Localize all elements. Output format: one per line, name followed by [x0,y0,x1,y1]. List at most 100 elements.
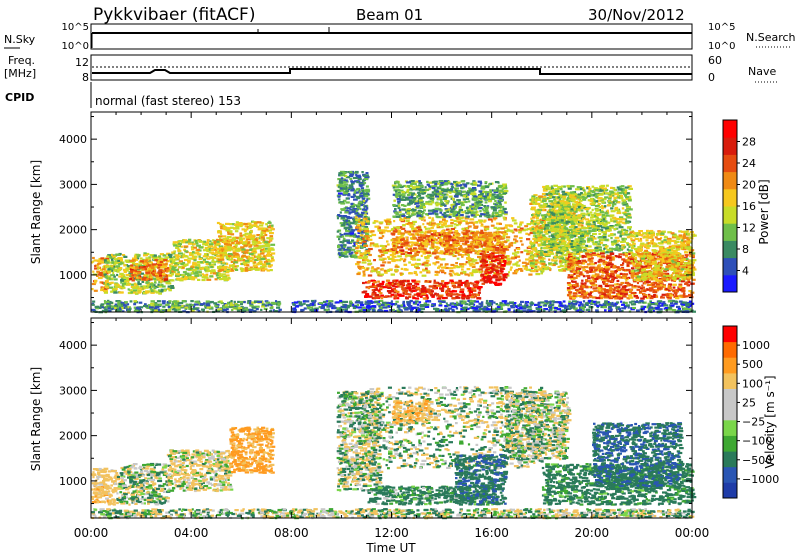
power-cell [219,239,222,242]
power-cell [231,266,235,269]
power-cell [408,293,412,296]
power-cell [433,189,439,192]
power-cell [253,261,256,264]
power-cell [420,203,425,206]
power-cell [402,282,405,285]
power-cell [500,258,506,261]
power-cell [341,241,345,244]
power-cell [418,217,422,220]
power-cell [175,306,181,309]
power-cell [493,214,496,218]
power-cell [191,309,195,312]
power-cell [477,249,482,252]
power-cell [401,213,405,216]
power-cell [478,238,482,241]
power-cell [443,183,448,186]
power-cell [143,274,147,277]
power-cell [145,257,150,260]
nsearch-label: N.Search [746,31,796,44]
power-cell [498,184,503,187]
power-cell [434,251,439,254]
power-cell [385,282,389,286]
power-cell [366,267,369,270]
power-cell [463,270,467,273]
power-cell [235,249,240,252]
power-cell [418,187,422,190]
power-cell [491,244,495,247]
power-cell [364,223,367,226]
power-cell [349,173,355,176]
power-cell [445,232,448,235]
power-cell [227,230,230,233]
power-cell [469,189,475,192]
power-cell [118,275,124,278]
power-cell [373,259,376,262]
power-cell [392,193,396,196]
power-cell [137,283,142,286]
power-cell [397,202,400,205]
power-cell [455,215,458,218]
power-cell [142,258,145,261]
power-cell [416,230,421,233]
power-cell [170,279,175,282]
power-cell [358,174,361,177]
power-cell [395,290,400,293]
power-cell [498,197,502,200]
power-cell [472,188,476,191]
power-cell [398,232,403,235]
power-cell [410,244,414,247]
power-cell [196,308,199,311]
power-cell [505,261,509,264]
power-cell [449,210,455,213]
power-cell [225,308,229,311]
power-cell [498,266,502,269]
power-cell [472,211,477,214]
power-cell [193,272,199,275]
power-cell [438,252,444,255]
power-cell [522,229,526,232]
power-cell [449,274,453,277]
power-cell [437,203,442,206]
power-cell [405,217,411,220]
power-cell [458,217,463,220]
power-cell [495,271,499,274]
power-cell [340,177,344,180]
power-cell [257,253,261,256]
power-cell [483,205,487,208]
power-cell [519,227,524,230]
power-cell [479,236,485,239]
power-cell [406,193,411,197]
power-cell [223,248,228,252]
power-cell [374,268,378,271]
power-cell [367,259,371,262]
power-cell [357,206,360,209]
power-cell [110,274,115,277]
power-cell [485,198,491,201]
power-cell [210,263,215,266]
power-cell [165,274,168,277]
power-cell [447,288,451,291]
power-cell [385,245,388,248]
power-cell [566,268,571,271]
power-cell [424,245,428,248]
power-cell [237,309,241,312]
power-cell [130,270,135,273]
power-cell [427,193,432,196]
power-cell [415,273,418,276]
power-cell [159,253,164,256]
power-cell [129,268,134,271]
power-cell [115,300,121,303]
power-cell [143,266,146,269]
power-cell [386,218,392,221]
power-cell [263,261,268,264]
power-cell [266,240,271,244]
power-cell [196,239,201,242]
power-cell [471,265,476,269]
power-cell [418,182,423,185]
power-cell [349,232,354,235]
power-cell [226,269,230,273]
power-cell [424,257,429,260]
power-cell [345,189,350,193]
power-cell [499,211,502,214]
power-cell [353,243,356,246]
